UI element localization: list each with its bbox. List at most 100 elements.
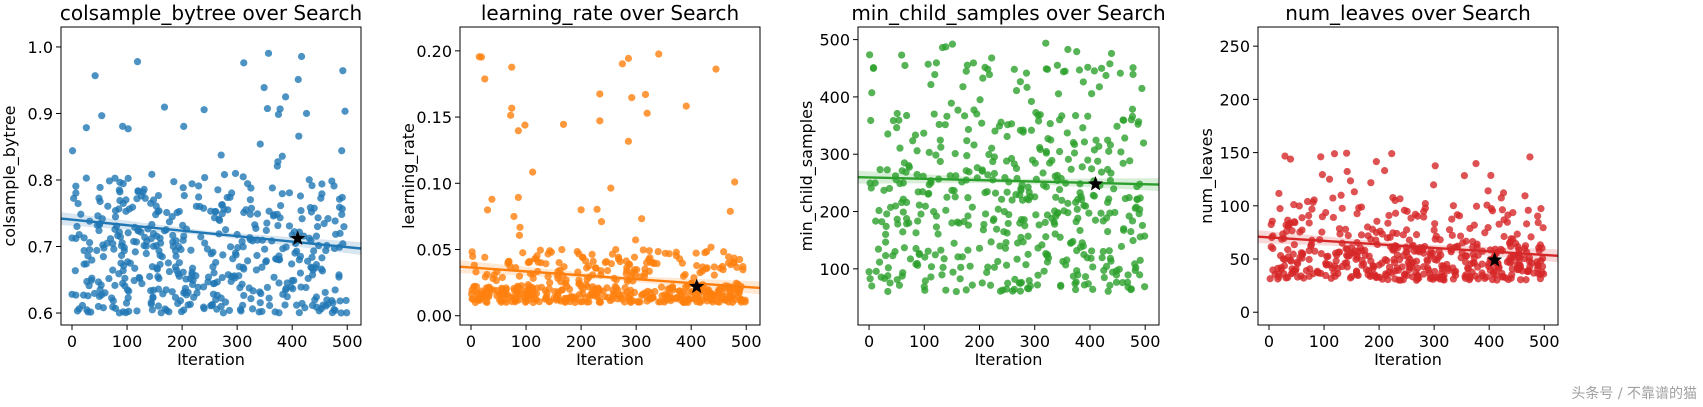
data-point: [79, 291, 88, 299]
data-point: [217, 302, 225, 311]
data-point: [1521, 192, 1529, 200]
data-point: [661, 249, 669, 257]
data-point: [507, 111, 515, 119]
data-point: [95, 226, 103, 235]
data-point: [204, 278, 212, 286]
data-point: [94, 212, 102, 220]
data-point: [1001, 244, 1010, 252]
regression-line: [460, 265, 760, 290]
data-point: [192, 272, 200, 280]
data-point: [1102, 71, 1110, 80]
data-point: [588, 250, 596, 259]
data-point: [1002, 261, 1011, 269]
data-point: [995, 122, 1003, 130]
data-point: [481, 75, 489, 83]
data-point: [560, 263, 568, 271]
data-point: [638, 215, 646, 223]
data-point: [1088, 247, 1096, 255]
data-point: [1089, 285, 1097, 293]
data-point: [1141, 283, 1149, 291]
x-tick-label: 0: [67, 332, 77, 351]
data-point: [1412, 257, 1421, 265]
data-point: [330, 182, 338, 190]
data-point: [181, 284, 190, 292]
data-point: [512, 296, 520, 304]
x-tick-label: 300: [621, 332, 652, 351]
data-point: [1046, 120, 1054, 128]
data-point: [288, 260, 296, 268]
data-point: [1017, 278, 1026, 287]
data-point: [612, 284, 620, 292]
data-point: [115, 205, 123, 213]
data-point: [1064, 45, 1072, 54]
data-point: [949, 268, 957, 276]
data-point: [872, 267, 880, 275]
data-point: [339, 67, 347, 75]
scatter-series: [68, 49, 351, 317]
data-point: [960, 112, 969, 120]
data-point: [1113, 122, 1121, 130]
data-point: [896, 144, 904, 152]
data-point: [703, 247, 711, 256]
data-point: [1028, 156, 1037, 164]
data-point: [121, 274, 129, 282]
data-point: [1072, 198, 1080, 207]
data-point: [616, 258, 624, 266]
data-point: [212, 208, 220, 216]
data-point: [1407, 214, 1415, 222]
data-point: [1307, 242, 1315, 250]
data-point: [739, 262, 747, 271]
x-tick-label: 0: [1264, 332, 1274, 351]
data-point: [1332, 257, 1340, 265]
data-point: [921, 253, 929, 261]
data-point: [68, 290, 76, 298]
data-point: [1123, 278, 1132, 286]
data-point: [1063, 129, 1071, 137]
data-point: [164, 259, 172, 267]
data-point: [1525, 257, 1533, 265]
data-point: [1353, 253, 1361, 261]
data-point: [898, 51, 906, 59]
y-tick-label: 0: [1240, 303, 1250, 322]
data-point: [639, 246, 647, 254]
data-point: [592, 264, 600, 272]
data-point: [331, 286, 339, 294]
data-point: [469, 252, 477, 261]
data-point: [142, 249, 150, 258]
data-point: [338, 147, 346, 155]
data-point: [1514, 242, 1522, 251]
data-point: [481, 253, 489, 261]
data-point: [276, 105, 284, 113]
data-point: [474, 289, 482, 297]
data-point: [90, 289, 99, 298]
data-point: [1507, 235, 1515, 243]
data-point: [1322, 261, 1330, 269]
data-point: [1129, 64, 1137, 72]
data-point: [519, 249, 527, 257]
data-point: [1389, 193, 1397, 202]
data-point: [1522, 276, 1530, 284]
data-point: [182, 275, 190, 283]
data-point: [1497, 194, 1505, 202]
data-point: [1043, 251, 1052, 259]
data-point: [952, 287, 960, 296]
data-point: [1456, 232, 1465, 240]
data-point: [986, 281, 995, 289]
data-point: [1019, 126, 1027, 134]
data-point: [283, 279, 291, 287]
data-point: [180, 122, 188, 131]
data-point: [1291, 219, 1299, 227]
data-point: [980, 220, 988, 229]
data-point: [1008, 196, 1016, 204]
data-point: [899, 228, 907, 236]
data-point: [1094, 157, 1102, 165]
data-point: [1329, 213, 1338, 222]
data-point: [1072, 285, 1080, 294]
data-point: [1059, 68, 1068, 76]
data-point: [1091, 216, 1100, 224]
data-point: [527, 292, 536, 300]
data-point: [77, 210, 85, 218]
data-point: [913, 170, 921, 179]
data-point: [281, 93, 290, 101]
data-point: [484, 292, 492, 300]
